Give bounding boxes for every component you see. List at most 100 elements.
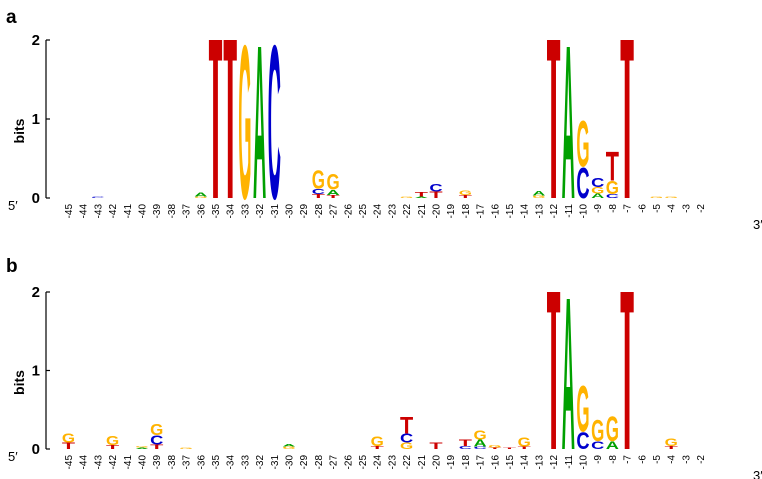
three-prime-label: 3′ bbox=[753, 468, 762, 479]
logo-column--30: GA bbox=[282, 444, 296, 450]
logo-column--18: TG bbox=[459, 189, 473, 199]
y-tick-label: 2 bbox=[32, 32, 40, 49]
x-tick-label: -27 bbox=[329, 204, 340, 219]
logo-letter-a: A bbox=[562, 0, 575, 245]
logo-column--20: TC bbox=[429, 182, 442, 200]
x-tick-label: -41 bbox=[123, 204, 134, 219]
logo-column--32: A bbox=[253, 0, 266, 245]
logo-column--7 bbox=[620, 40, 634, 198]
five-prime-label: 5′ bbox=[8, 449, 18, 464]
logo-letter-g: G bbox=[591, 185, 604, 195]
logo-letter-g: G bbox=[135, 445, 148, 448]
x-tick-label: -6 bbox=[637, 204, 648, 213]
x-tick-label: -2 bbox=[696, 204, 707, 213]
x-tick-label: -21 bbox=[417, 455, 428, 470]
x-tick-label: -29 bbox=[299, 204, 310, 219]
x-tick-label: -42 bbox=[108, 455, 119, 470]
x-tick-label: -9 bbox=[593, 455, 604, 464]
x-tick-label: -8 bbox=[608, 455, 619, 464]
y-tick-label: 1 bbox=[32, 111, 40, 128]
logo-letter-g: G bbox=[150, 422, 163, 439]
logo-column--31: C bbox=[268, 0, 281, 245]
x-tick-label: -4 bbox=[667, 204, 678, 213]
logo-column--8: CGT bbox=[606, 144, 620, 199]
logo-letter-t: T bbox=[150, 444, 164, 451]
logo-letter-a: A bbox=[532, 190, 545, 197]
logo-column--8: AG bbox=[606, 409, 619, 452]
x-tick-label: -40 bbox=[138, 455, 149, 470]
logo-letter-g: G bbox=[665, 196, 678, 199]
x-tick-label: -31 bbox=[270, 204, 281, 219]
x-tick-label: -26 bbox=[343, 204, 354, 219]
x-tick-label: -41 bbox=[123, 455, 134, 470]
logo-letter-a: A bbox=[282, 444, 296, 448]
logo-letter-a: A bbox=[415, 196, 429, 199]
five-prime-label: 5′ bbox=[8, 198, 18, 213]
x-tick-label: -15 bbox=[505, 455, 516, 470]
logo-letter-t-stem bbox=[227, 40, 233, 198]
logo-column--12 bbox=[547, 292, 561, 449]
x-tick-label: -22 bbox=[402, 455, 413, 470]
logo-column--10: CG bbox=[576, 108, 589, 209]
logo-column--13: GA bbox=[532, 190, 545, 199]
x-tick-label: -20 bbox=[432, 204, 443, 219]
logo-letter-t bbox=[547, 40, 561, 198]
panel-letter: a bbox=[6, 7, 17, 28]
x-tick-label: -7 bbox=[623, 455, 634, 464]
x-tick-label: -40 bbox=[138, 204, 149, 219]
x-tick-label: -13 bbox=[534, 204, 545, 219]
logo-letter-c: C bbox=[576, 160, 589, 208]
x-tick-label: -38 bbox=[167, 204, 178, 219]
x-tick-label: -2 bbox=[696, 455, 707, 464]
x-tick-label: -5 bbox=[652, 455, 663, 464]
x-tick-label: -3 bbox=[681, 455, 692, 464]
x-tick-label: -5 bbox=[652, 204, 663, 213]
logo-letter-t: T bbox=[106, 445, 120, 451]
x-tick-label: -28 bbox=[314, 455, 325, 470]
logo-letter-g: G bbox=[606, 409, 619, 448]
logo-column--11: A bbox=[562, 252, 575, 479]
logo-letter-g: G bbox=[400, 441, 413, 451]
logo-letter-t-stem bbox=[551, 292, 556, 449]
x-tick-label: -36 bbox=[196, 204, 207, 219]
logo-letter-g: G bbox=[591, 415, 604, 448]
logo-letter-t bbox=[208, 40, 223, 198]
logo-column--4: TG bbox=[665, 437, 679, 450]
x-tick-label: -12 bbox=[549, 204, 560, 219]
logo-letter-g: G bbox=[371, 434, 384, 449]
logo-letter-g: G bbox=[238, 0, 251, 245]
logo-letter-g: G bbox=[62, 431, 75, 446]
logo-column--9: AGC bbox=[591, 176, 605, 199]
logo-letter-t: T bbox=[665, 445, 679, 450]
x-tick-label: -11 bbox=[564, 204, 575, 218]
logo-letter-t-stem bbox=[213, 40, 218, 198]
logo-column--14: TG bbox=[518, 435, 532, 450]
x-tick-label: -14 bbox=[520, 204, 531, 219]
x-tick-label: -33 bbox=[240, 455, 251, 470]
logo-letter-t bbox=[547, 292, 561, 449]
x-tick-label: -31 bbox=[270, 455, 281, 470]
x-tick-label: -42 bbox=[108, 204, 119, 219]
x-tick-label: -30 bbox=[285, 455, 296, 470]
x-tick-label: -39 bbox=[152, 455, 163, 470]
logo-column--42: TG bbox=[106, 434, 120, 451]
logo-letter-c: C bbox=[459, 445, 473, 450]
logo-letter-c: C bbox=[91, 196, 105, 199]
x-tick-label: -43 bbox=[93, 455, 104, 470]
logo-column--15: T bbox=[503, 447, 517, 449]
logo-column--33: G bbox=[238, 0, 251, 245]
x-tick-label: -23 bbox=[387, 455, 398, 470]
logo-letter-g: G bbox=[576, 108, 589, 182]
x-tick-label: -27 bbox=[329, 455, 340, 470]
y-axis-label: bits bbox=[11, 370, 27, 395]
logo-column--40: AG bbox=[135, 445, 149, 449]
x-tick-label: -20 bbox=[432, 455, 443, 470]
logo-letter-a: A bbox=[591, 192, 604, 199]
logo-column--34 bbox=[223, 40, 237, 198]
logo-letter-g: G bbox=[312, 165, 325, 195]
x-tick-label: -22 bbox=[402, 204, 413, 219]
logo-letter-g: G bbox=[400, 196, 413, 199]
x-tick-label: -43 bbox=[93, 204, 104, 219]
logo-letter-g: G bbox=[180, 447, 193, 450]
x-tick-label: -17 bbox=[476, 455, 487, 470]
